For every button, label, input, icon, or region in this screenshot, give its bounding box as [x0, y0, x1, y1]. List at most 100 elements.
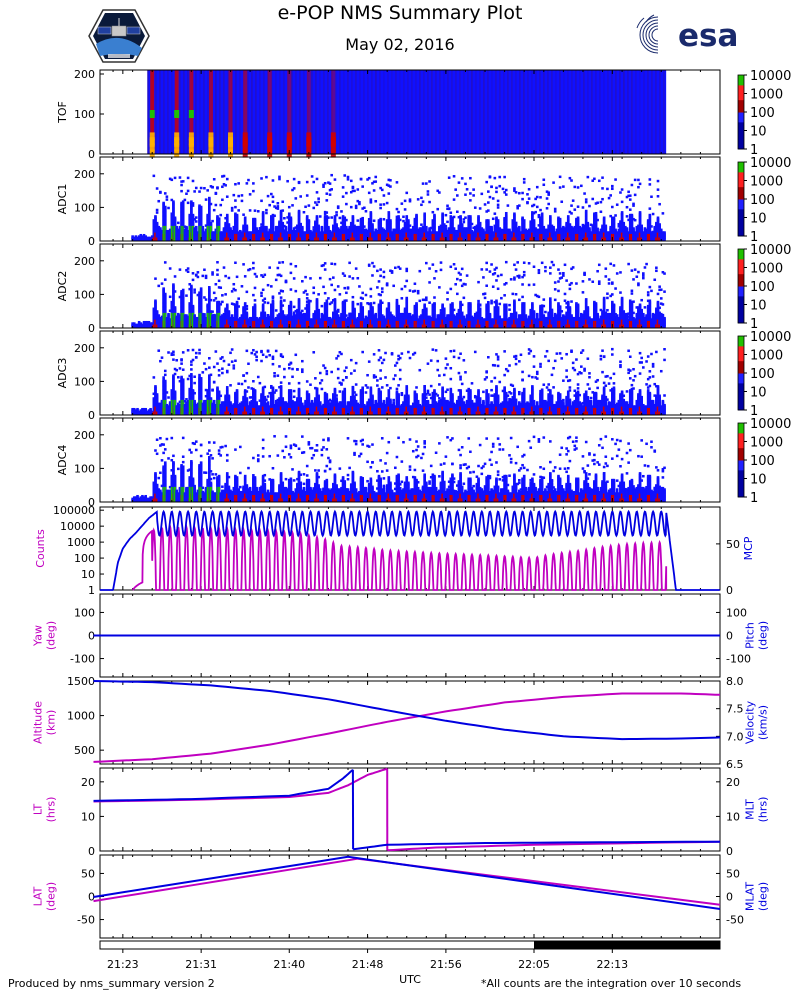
adc1-scatter: [480, 192, 484, 196]
adc1-scatter: [318, 215, 322, 218]
tof-peak-blob: [267, 143, 273, 152]
adc1-scatter: [224, 216, 227, 220]
tof-colorbar-seg: [738, 102, 744, 106]
adc1-cell-green: [218, 225, 221, 241]
adc1-cell: [283, 231, 286, 235]
adc1-scatter: [260, 177, 263, 180]
adc1-cell: [602, 216, 606, 220]
adc1-scatter: [586, 175, 590, 179]
adc1-cell-green: [162, 225, 165, 241]
adc1-cell: [446, 229, 449, 233]
adc1-scatter: [312, 180, 316, 184]
adc1-cell: [221, 231, 224, 235]
adc1-scatter: [490, 185, 493, 188]
adc1-scatter: [584, 198, 588, 201]
adc1-scatter: [180, 189, 183, 193]
adc1-cell: [183, 228, 187, 232]
adc1-cell: [374, 228, 378, 232]
adc1-scatter: [358, 202, 361, 206]
adc1-scatter: [400, 202, 404, 205]
adc1-cell-red: [457, 237, 461, 241]
adc1-cell: [294, 229, 298, 233]
adc1-scatter: [496, 206, 500, 209]
adc1-cell: [333, 215, 337, 219]
adc1-scatter: [498, 175, 502, 179]
tof-colorbar-seg: [738, 79, 744, 83]
tof-colorbar-label: 10: [750, 125, 767, 140]
adc1-scatter: [222, 174, 226, 178]
adc1-cell: [248, 231, 252, 235]
tof-colorbar-seg: [738, 112, 744, 115]
adc1-scatter: [209, 185, 213, 188]
adc1-cell: [663, 231, 666, 235]
adc1-scatter: [315, 191, 319, 194]
adc1-scatter: [628, 194, 632, 197]
adc1-cell: [186, 229, 190, 233]
adc1-scatter: [398, 218, 402, 222]
adc1-scatter: [573, 185, 577, 189]
adc1-cell: [232, 225, 236, 229]
adc1-scatter: [307, 220, 311, 223]
adc1-scatter: [469, 192, 472, 195]
tof-stripe: [363, 70, 365, 154]
adc1-scatter: [416, 228, 420, 232]
adc1-cell-red: [279, 232, 283, 241]
adc1-scatter: [371, 182, 374, 185]
adc1-cell: [139, 233, 143, 237]
adc1-cell-red: [242, 237, 245, 241]
adc1-scatter: [633, 193, 637, 197]
adc1-scatter: [240, 194, 244, 197]
adc1-scatter: [299, 222, 302, 226]
adc1-scatter: [504, 211, 508, 215]
adc1-cell: [371, 223, 374, 227]
adc1-scatter: [274, 206, 278, 210]
adc1-cell: [134, 235, 138, 239]
adc1-scatter: [444, 224, 448, 228]
tof-stripe: [347, 70, 349, 154]
adc1-scatter: [292, 187, 296, 190]
adc1-cell: [576, 216, 580, 220]
tof-peak-column: [243, 70, 248, 154]
adc1-cell: [568, 223, 572, 227]
adc1-cell: [367, 220, 371, 224]
adc1-scatter: [457, 181, 461, 184]
tof-peak-blob: [208, 137, 214, 146]
tof-peak-blob: [286, 137, 292, 146]
adc1-scatter: [155, 211, 159, 214]
adc1-scatter: [283, 224, 286, 228]
tof-stripe: [299, 70, 301, 154]
tof-peak-blob: [242, 137, 248, 146]
adc1-scatter: [447, 207, 451, 211]
adc1-scatter: [514, 191, 518, 194]
adc1-scatter: [265, 175, 268, 179]
adc1-scatter: [212, 178, 216, 181]
tof-stripe: [571, 70, 573, 154]
adc1-scatter: [385, 183, 389, 187]
tof-peak-blob: [267, 132, 273, 141]
tof-stripe: [343, 70, 345, 154]
tof-stripe: [659, 70, 661, 154]
tof-stripe: [375, 70, 377, 154]
adc1-scatter: [389, 179, 392, 182]
adc1-cell: [327, 225, 330, 229]
adc1-scatter: [252, 182, 255, 185]
adc1-scatter: [601, 187, 604, 190]
adc1-scatter: [535, 195, 539, 199]
adc1-cell-red: [377, 233, 381, 241]
adc1-cell: [349, 221, 353, 225]
adc1-cell: [219, 231, 223, 235]
adc1-scatter: [198, 190, 201, 193]
adc1-cell-red: [307, 233, 311, 241]
adc1-cell: [131, 235, 134, 239]
tof-stripe: [559, 70, 561, 154]
adc1-cell-red: [252, 233, 255, 241]
adc1-scatter: [382, 218, 386, 221]
adc1-cell: [328, 229, 332, 233]
adc1-cell: [549, 215, 552, 219]
tof-stripe: [239, 70, 241, 154]
adc1-scatter: [356, 188, 360, 191]
adc1-cell: [477, 215, 480, 219]
adc1-scatter: [168, 177, 172, 181]
adc1-cell-green: [198, 225, 201, 241]
